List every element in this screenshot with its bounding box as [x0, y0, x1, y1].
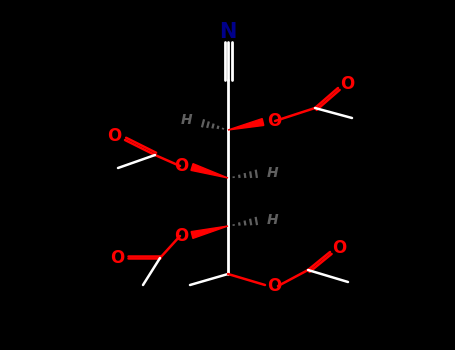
- Polygon shape: [191, 226, 228, 238]
- Polygon shape: [191, 164, 228, 178]
- Text: O: O: [332, 239, 346, 257]
- Text: O: O: [174, 157, 188, 175]
- Text: O: O: [267, 277, 281, 295]
- Text: O: O: [110, 249, 124, 267]
- Text: H: H: [267, 166, 278, 180]
- Polygon shape: [228, 119, 264, 130]
- Text: O: O: [174, 227, 188, 245]
- Text: H: H: [180, 113, 192, 127]
- Text: O: O: [267, 112, 281, 130]
- Text: O: O: [107, 127, 121, 145]
- Text: N: N: [219, 22, 237, 42]
- Text: O: O: [340, 75, 354, 93]
- Text: H: H: [267, 213, 278, 227]
